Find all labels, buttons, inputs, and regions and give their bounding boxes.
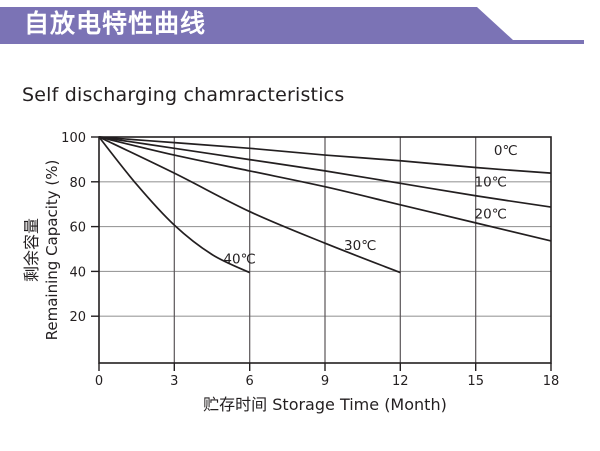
x-tick-3: 3 <box>170 374 178 389</box>
series-label-30℃: 30℃ <box>344 238 376 254</box>
x-tick-18: 18 <box>543 374 560 389</box>
series-line-0℃ <box>98 136 552 175</box>
y-axis-title-cjk: 剩余容量 <box>22 218 41 282</box>
x-tick-0: 0 <box>95 374 103 389</box>
x-tick-12: 12 <box>392 374 409 389</box>
y-tick-60: 60 <box>69 221 86 236</box>
header-banner <box>0 7 584 48</box>
series-line-10℃ <box>98 136 552 208</box>
x-tick-6: 6 <box>246 374 254 389</box>
series-line-30℃ <box>98 136 401 274</box>
y-tick-20: 20 <box>69 310 86 325</box>
series-label-10℃: 10℃ <box>475 175 507 191</box>
series-inline-labels: 0℃ 10℃ 20℃ 30℃ 40℃ <box>223 143 517 268</box>
vertical-gridlines <box>173 137 477 363</box>
y-tick-80: 80 <box>69 176 86 191</box>
y-axis-title-en: Remaining Capacity (%) <box>43 160 61 341</box>
x-axis-title: 贮存时间 Storage Time (Month) <box>203 395 447 414</box>
series-label-0℃: 0℃ <box>494 143 518 159</box>
series-label-20℃: 20℃ <box>475 206 507 222</box>
y-tick-40: 40 <box>69 265 86 280</box>
x-tick-15: 15 <box>467 374 484 389</box>
y-axis-ticks <box>91 136 99 317</box>
series-lines <box>98 136 552 274</box>
banner-title: 自放电特性曲线 <box>24 9 207 38</box>
banner-shape <box>0 7 584 44</box>
series-label-40℃: 40℃ <box>223 252 255 268</box>
series-line-40℃ <box>98 136 251 274</box>
x-axis-ticks <box>98 363 552 371</box>
chart-title: Self discharging chamracteristics <box>22 84 345 106</box>
y-tick-100: 100 <box>61 131 86 146</box>
x-tick-9: 9 <box>321 374 329 389</box>
series-line-20℃ <box>98 136 552 242</box>
